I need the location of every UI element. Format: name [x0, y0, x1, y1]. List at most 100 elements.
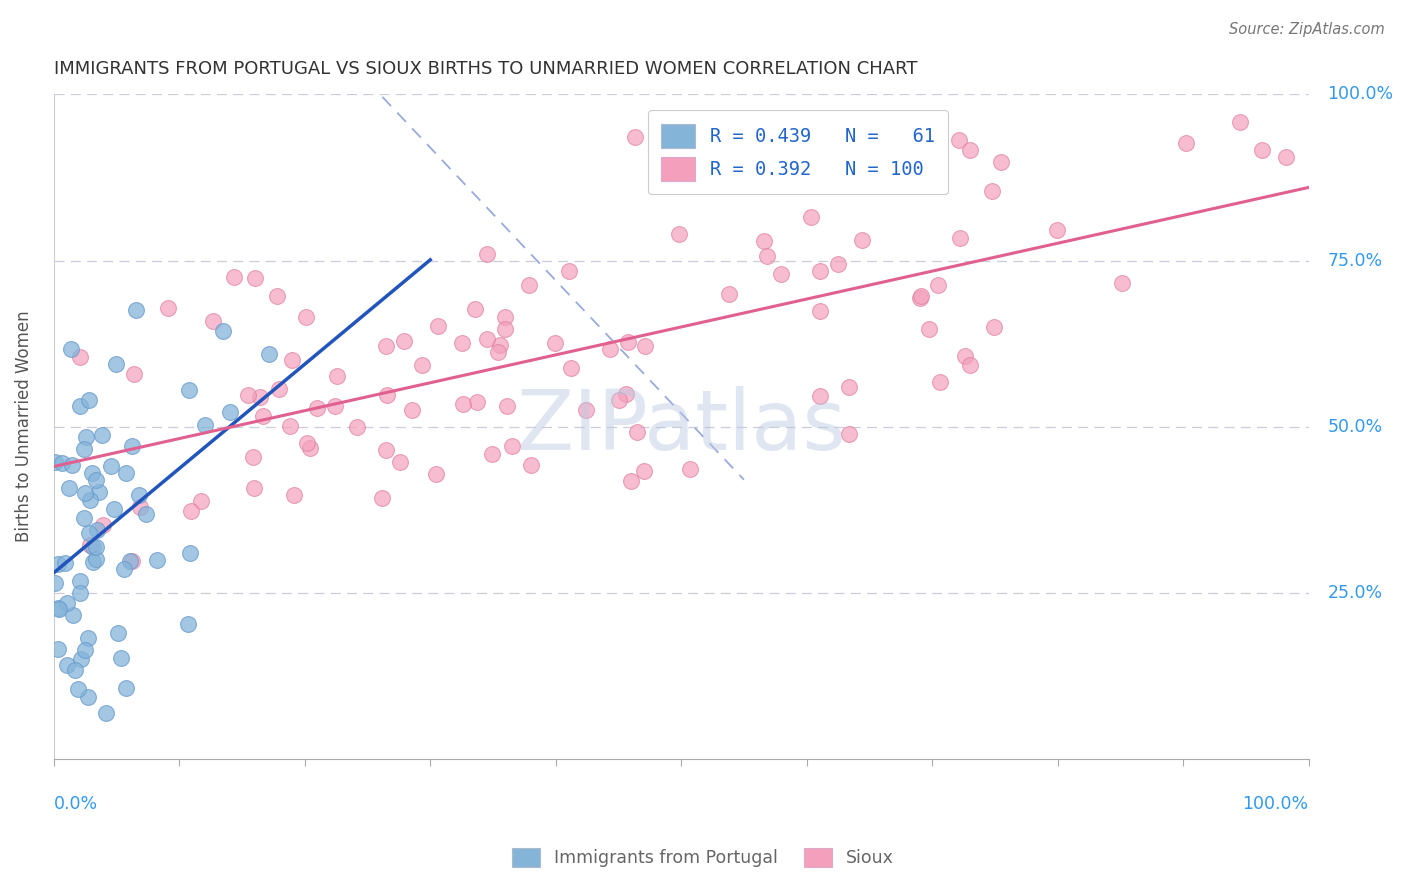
Point	[558, 263, 581, 277]
Point	[70, 652, 93, 666]
Text: 25.0%: 25.0%	[1327, 583, 1382, 602]
Point	[77, 392, 100, 407]
Point	[73, 511, 96, 525]
Point	[543, 335, 565, 350]
Text: Source: ZipAtlas.com: Source: ZipAtlas.com	[1229, 22, 1385, 37]
Point	[236, 387, 259, 401]
Point	[56, 657, 79, 672]
Point	[60, 343, 83, 357]
Point	[679, 462, 702, 476]
Point	[84, 473, 107, 487]
Point	[82, 555, 104, 569]
Text: 100.0%: 100.0%	[1327, 86, 1393, 103]
Point	[494, 322, 516, 336]
Point	[465, 394, 488, 409]
Point	[79, 526, 101, 541]
Point	[346, 420, 368, 434]
Point	[990, 155, 1012, 169]
Point	[110, 650, 132, 665]
Point	[91, 517, 114, 532]
Point	[838, 380, 860, 394]
Point	[249, 390, 271, 404]
Point	[326, 369, 349, 384]
Point	[375, 387, 398, 401]
Point	[76, 690, 98, 705]
Point	[120, 554, 142, 568]
Point	[69, 574, 91, 588]
Point	[620, 474, 643, 488]
Point	[623, 130, 645, 145]
Point	[475, 332, 498, 346]
Point	[575, 403, 598, 417]
Legend: Immigrants from Portugal, Sioux: Immigrants from Portugal, Sioux	[506, 841, 900, 874]
Point	[953, 350, 976, 364]
Point	[202, 313, 225, 327]
Point	[488, 338, 510, 352]
Point	[959, 358, 981, 372]
Point	[87, 485, 110, 500]
Point	[79, 492, 101, 507]
Point	[135, 507, 157, 521]
Point	[827, 257, 849, 271]
Point	[222, 269, 245, 284]
Point	[252, 409, 274, 424]
Point	[718, 287, 741, 301]
Point	[82, 540, 104, 554]
Point	[614, 387, 637, 401]
Point	[55, 596, 77, 610]
Point	[949, 231, 972, 245]
Point	[80, 466, 103, 480]
Point	[486, 345, 509, 359]
Point	[46, 601, 69, 615]
Point	[1046, 223, 1069, 237]
Point	[62, 607, 84, 622]
Legend: R = 0.439   N =   61, R = 0.392   N = 100: R = 0.439 N = 61, R = 0.392 N = 100	[648, 111, 948, 194]
Point	[69, 399, 91, 413]
Point	[281, 352, 304, 367]
Point	[1229, 115, 1251, 129]
Point	[105, 358, 128, 372]
Point	[411, 359, 433, 373]
Point	[394, 334, 416, 348]
Y-axis label: Births to Unmarried Women: Births to Unmarried Women	[15, 310, 32, 542]
Point	[298, 441, 321, 455]
Point	[60, 458, 83, 473]
Point	[634, 339, 657, 353]
Point	[295, 310, 318, 324]
Point	[115, 681, 138, 695]
Point	[114, 467, 136, 481]
Point	[121, 554, 143, 568]
Point	[51, 456, 73, 470]
Point	[48, 602, 70, 616]
Point	[1275, 150, 1298, 164]
Point	[157, 301, 180, 316]
Point	[129, 500, 152, 515]
Point	[46, 642, 69, 657]
Point	[243, 271, 266, 285]
Point	[283, 488, 305, 502]
Point	[808, 263, 831, 277]
Point	[617, 334, 640, 349]
Point	[981, 184, 1004, 198]
Point	[501, 439, 523, 453]
Point	[267, 382, 290, 396]
Point	[84, 552, 107, 566]
Point	[626, 425, 648, 440]
Text: 0.0%: 0.0%	[53, 796, 98, 814]
Point	[908, 291, 931, 305]
Point	[425, 467, 447, 481]
Point	[84, 541, 107, 555]
Point	[755, 249, 778, 263]
Point	[266, 289, 288, 303]
Point	[918, 322, 941, 336]
Point	[607, 392, 630, 407]
Point	[103, 502, 125, 516]
Point	[190, 494, 212, 508]
Point	[75, 486, 97, 500]
Point	[496, 399, 519, 413]
Point	[1175, 136, 1198, 150]
Point	[808, 389, 831, 403]
Point	[90, 427, 112, 442]
Point	[633, 464, 655, 478]
Point	[983, 320, 1005, 334]
